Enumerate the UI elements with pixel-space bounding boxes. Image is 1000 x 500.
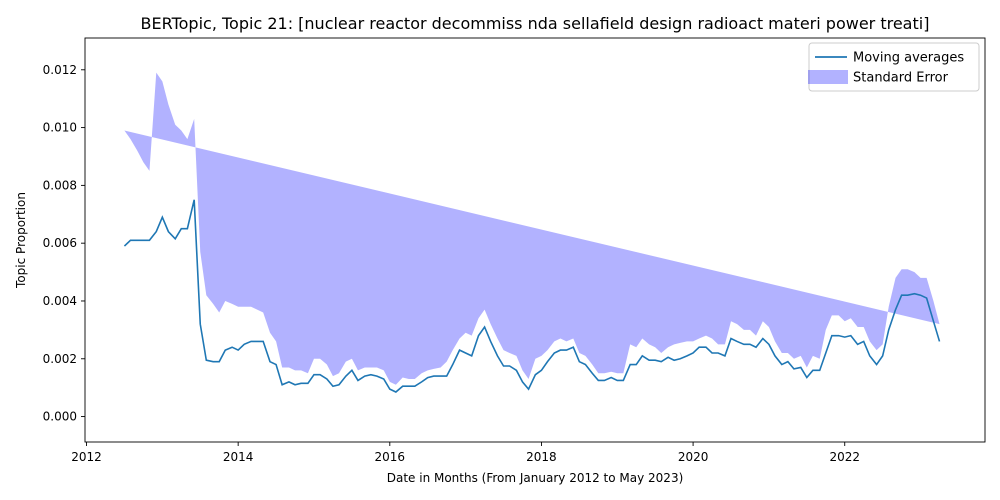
y-tick-label: 0.010 bbox=[43, 121, 77, 135]
legend-label-moving-averages: Moving averages bbox=[853, 51, 964, 66]
legend-swatch-standard-error bbox=[808, 70, 848, 84]
y-tick-label: 0.004 bbox=[43, 294, 77, 308]
x-axis: 2012 2014 2016 2018 2020 2022 bbox=[71, 442, 860, 464]
axes-frame bbox=[84, 37, 986, 443]
legend-box bbox=[808, 42, 980, 92]
x-tick-label: 2018 bbox=[526, 450, 557, 464]
x-axis-label: Date in Months (From January 2012 to May… bbox=[387, 471, 684, 485]
y-axis-label: Topic Proportion bbox=[14, 192, 28, 289]
y-tick-label: 0.006 bbox=[43, 236, 77, 250]
legend-label-standard-error: Standard Error bbox=[853, 71, 949, 86]
y-tick-label: 0.008 bbox=[43, 178, 77, 192]
x-tick-label: 2022 bbox=[829, 450, 860, 464]
y-tick-label: 0.000 bbox=[43, 410, 77, 424]
x-tick-label: 2014 bbox=[223, 450, 254, 464]
chart-title: BERTopic, Topic 21: [nuclear reactor dec… bbox=[141, 14, 930, 33]
y-axis: 0.000 0.002 0.004 0.006 0.008 0.010 0.012 bbox=[43, 63, 85, 424]
x-tick-label: 2020 bbox=[678, 450, 709, 464]
plot-area bbox=[84, 37, 986, 443]
x-tick-label: 2012 bbox=[71, 450, 102, 464]
standard-error-band bbox=[124, 72, 940, 385]
y-tick-label: 0.002 bbox=[43, 352, 77, 366]
x-tick-label: 2016 bbox=[375, 450, 406, 464]
legend: Moving averages Standard Error bbox=[808, 42, 980, 92]
y-tick-label: 0.012 bbox=[43, 63, 77, 77]
moving-average-line bbox=[123, 199, 941, 393]
